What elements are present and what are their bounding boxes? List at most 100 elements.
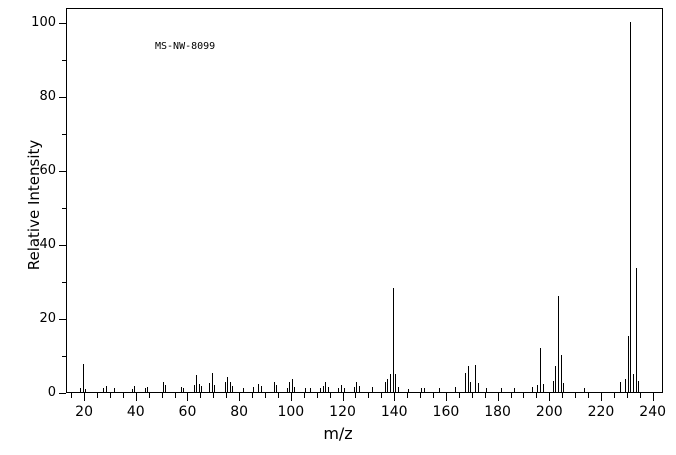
x-axis-title: m/z [323, 424, 353, 443]
spectrum-peak [338, 387, 339, 392]
x-tick-minor [252, 393, 254, 398]
x-tick-minor [484, 393, 486, 398]
spectrum-peak [253, 386, 254, 392]
spectrum-peak [209, 383, 210, 392]
y-tick-label: 100 [31, 14, 56, 30]
x-tick-major [135, 393, 137, 401]
y-tick-major [59, 22, 66, 24]
spectrum-peak [584, 388, 585, 392]
spectrum-peak [501, 388, 502, 392]
x-tick-minor [226, 393, 228, 398]
plot-area [67, 9, 662, 392]
x-tick-minor [200, 393, 202, 398]
x-tick-minor [161, 393, 163, 398]
spectrum-peak [292, 379, 293, 392]
spectrum-peak [80, 388, 81, 392]
x-tick-major [394, 393, 396, 401]
y-tick-minor [62, 133, 66, 135]
spectrum-peak [328, 386, 329, 392]
y-tick-major [59, 393, 66, 394]
spectrum-peak [390, 374, 391, 392]
spectrum-peak [165, 384, 166, 392]
spectrum-peak [455, 386, 456, 392]
x-tick-major [290, 393, 292, 401]
x-tick-major [600, 393, 602, 401]
spectrum-peak [323, 386, 324, 392]
x-tick-minor [471, 393, 473, 398]
spectrum-peak [147, 387, 148, 392]
x-tick-minor [174, 393, 176, 398]
spectrum-peak [258, 383, 259, 392]
x-tick-minor [432, 393, 434, 398]
x-tick-minor [329, 393, 331, 398]
spectrum-peak [628, 336, 629, 392]
spectrum-peak [514, 387, 515, 392]
x-tick-major [342, 393, 344, 401]
spectrum-peak [132, 389, 133, 392]
spectrum-peak [145, 388, 146, 392]
x-tick-minor [381, 393, 383, 398]
x-tick-minor [316, 393, 318, 398]
x-tick-minor [626, 393, 628, 398]
spectrum-peak [359, 386, 360, 392]
spectrum-peak [553, 380, 554, 392]
x-tick-minor [407, 393, 409, 398]
spectrum-peak [620, 382, 621, 392]
spectrum-peak [532, 386, 533, 392]
x-tick-minor [148, 393, 150, 398]
x-tick-minor [562, 393, 564, 398]
spectrum-peak [356, 382, 357, 392]
spectrum-peak [555, 366, 556, 392]
spectrum-peak [395, 373, 396, 392]
spectrum-peak [398, 386, 399, 392]
y-tick-label: 80 [39, 88, 56, 104]
spectrum-peak [354, 386, 355, 392]
spectrum-peak [310, 388, 311, 392]
x-tick-major [549, 393, 551, 401]
spectrum-peak [630, 21, 631, 392]
spectrum-peak [194, 384, 195, 392]
spectrum-peak [106, 386, 107, 392]
spectrum-peak [385, 382, 386, 392]
spectrum-peak [305, 388, 306, 392]
spectrum-id-label: MS-NW-8099 [155, 41, 216, 52]
spectrum-peak [85, 389, 86, 392]
x-tick-major [239, 393, 241, 401]
y-tick-major [59, 244, 66, 246]
spectrum-peak [227, 377, 228, 392]
spectrum-peak [83, 364, 84, 392]
spectrum-peak [325, 381, 326, 392]
spectrum-peak [408, 389, 409, 392]
x-tick-label: 100 [277, 404, 305, 420]
y-tick-label: 0 [47, 385, 56, 400]
x-tick-minor [97, 393, 98, 398]
spectrum-peak [163, 382, 164, 392]
y-tick-major [59, 170, 66, 172]
spectrum-peak [103, 387, 104, 392]
spectrum-peak [134, 386, 135, 392]
spectrum-peak [478, 383, 479, 392]
spectrum-peak [558, 295, 559, 392]
y-tick-minor [62, 281, 66, 283]
spectrum-peak [196, 374, 197, 392]
y-tick-minor [62, 355, 66, 357]
spectrum-peak [276, 385, 277, 392]
spectrum-peak [212, 372, 213, 392]
y-tick-major [59, 318, 66, 320]
x-tick-major [497, 393, 499, 401]
spectrum-peak [320, 387, 321, 392]
spectrum-peak [183, 388, 184, 392]
x-tick-minor [109, 393, 111, 398]
x-tick-major [652, 393, 654, 401]
x-tick-minor [575, 393, 577, 398]
x-tick-minor [213, 393, 215, 398]
spectrum-peak [114, 388, 115, 392]
x-tick-label: 40 [126, 404, 145, 420]
spectrum-peak [465, 372, 466, 392]
spectrum-peak [199, 383, 200, 392]
x-tick-minor [639, 393, 641, 398]
x-tick-minor [523, 393, 525, 398]
y-tick-label: 20 [39, 310, 56, 326]
plot-frame: MS-NW-8099 [66, 8, 663, 393]
